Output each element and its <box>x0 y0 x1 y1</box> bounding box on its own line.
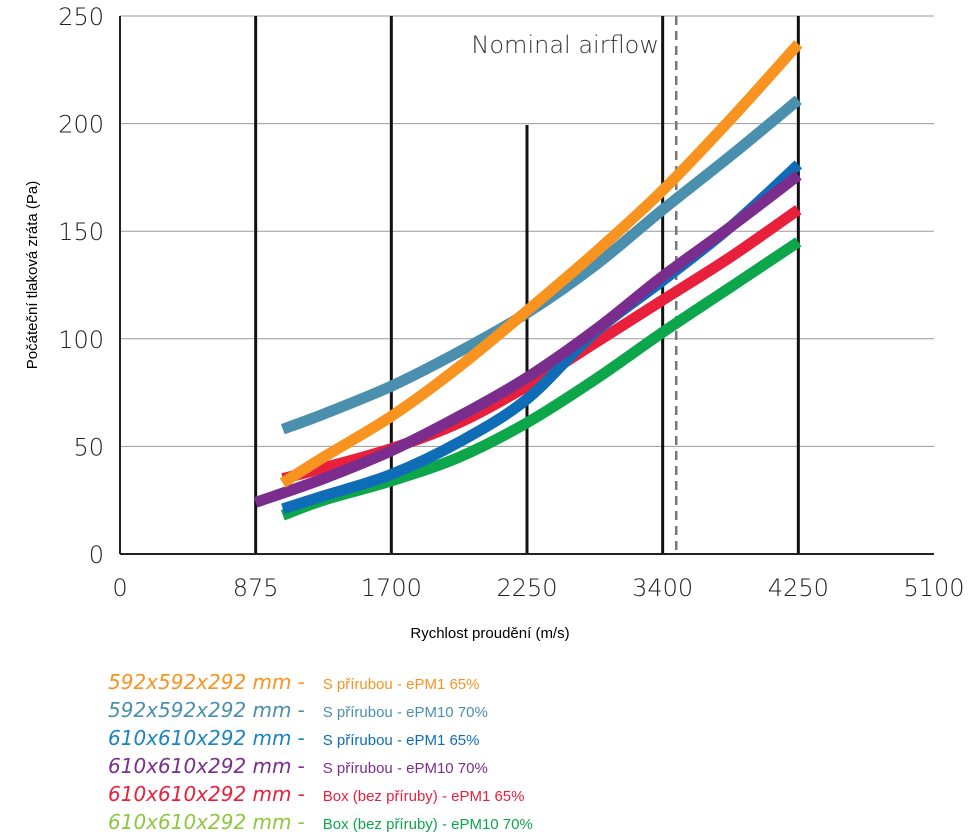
legend-description: Box (bez příruby) - ePM1 65% <box>322 788 525 805</box>
series-line-4 <box>253 170 802 508</box>
x-tick-label: 1700 <box>361 574 422 602</box>
legend-entry: 610x610x292 mm - Box (bez příruby) - ePM10… <box>108 808 533 836</box>
legend-entry: 610x610x292 mm - Box (bez příruby) - ePM1 … <box>108 780 533 808</box>
legend-description: S přírubou - ePM1 65% <box>322 676 480 693</box>
legend-entry: 610x610x292 mm - S přírubou - ePM10 70% <box>108 752 533 780</box>
legend-description: S přírubou - ePM10 70% <box>322 760 488 777</box>
x-tick-label: 5100 <box>903 574 964 602</box>
legend-separator: - <box>297 782 305 806</box>
y-axis-title: Počáteční tlaková zráta (Pa) <box>24 181 41 369</box>
series-lines <box>253 40 803 521</box>
legend-separator: - <box>297 810 305 834</box>
x-tick-label: 0 <box>112 574 127 602</box>
legend-entry: 610x610x292 mm - S přírubou - ePM1 65% <box>108 724 533 752</box>
series-line-1 <box>279 40 803 488</box>
legend-size-label: 610x610x292 mm <box>108 726 292 750</box>
legend-size-label: 592x592x292 mm <box>108 698 292 722</box>
y-tick-label: 0 <box>89 541 104 569</box>
x-tick-label: 875 <box>233 574 279 602</box>
y-tick-label: 50 <box>73 433 104 461</box>
legend-separator: - <box>297 670 305 694</box>
legend-description: Box (bez příruby) - ePM10 70% <box>322 816 533 833</box>
x-tick-label: 3400 <box>632 574 693 602</box>
y-tick-label: 100 <box>58 326 104 354</box>
legend-entry: 592x592x292 mm - S přírubou - ePM1 65% <box>108 668 533 696</box>
series-line-5 <box>281 205 802 484</box>
axes <box>119 16 934 555</box>
legend-size-label: 610x610x292 mm <box>108 782 292 806</box>
legend-separator: - <box>297 754 305 778</box>
legend-size-label: 610x610x292 mm <box>108 754 292 778</box>
legend-separator: - <box>297 726 305 750</box>
legend-size-label: 592x592x292 mm <box>108 670 292 694</box>
y-tick-label: 200 <box>58 111 104 139</box>
legend-description: S přírubou - ePM1 65% <box>322 732 480 749</box>
legend-separator: - <box>297 698 305 722</box>
y-tick-label: 250 <box>58 3 104 31</box>
legend-size-label: 610x610x292 mm <box>108 810 292 834</box>
x-tick-label: 2250 <box>496 574 557 602</box>
legend: 592x592x292 mm - S přírubou - ePM1 65% 592x… <box>108 668 533 836</box>
legend-entry: 592x592x292 mm - S přírubou - ePM10 70% <box>108 696 533 724</box>
y-tick-label: 150 <box>58 218 104 246</box>
tick-labels: 0 50 100 150 200 250 0 875 1700 2250 3400 4250 5100 <box>58 3 964 602</box>
x-axis-title: Rychlost proudění (m/s) <box>410 625 569 642</box>
nominal-airflow-annotation: Nominal airflow <box>471 31 659 59</box>
legend-description: S přírubou - ePM10 70% <box>322 704 488 721</box>
x-tick-label: 4250 <box>768 574 829 602</box>
